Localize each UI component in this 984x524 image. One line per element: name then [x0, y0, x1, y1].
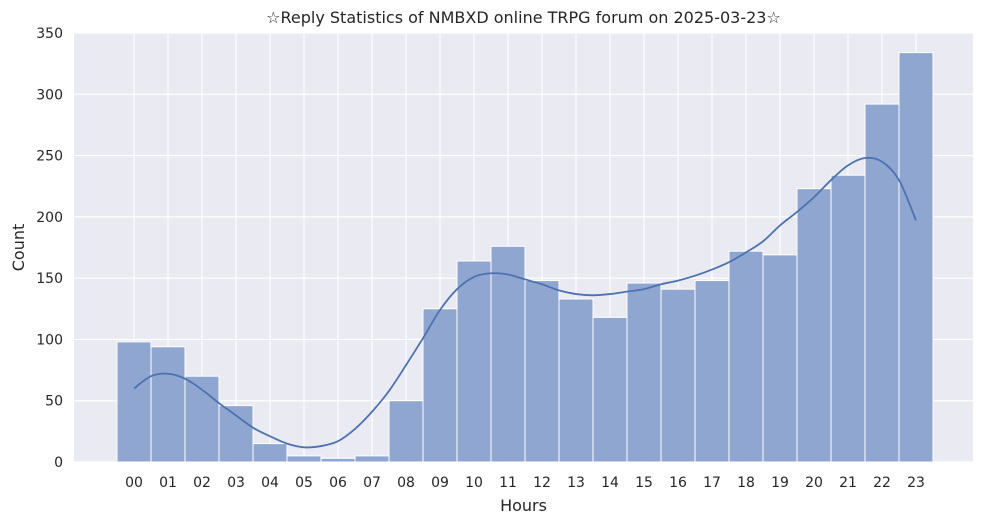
x-tick-label: 21	[839, 475, 857, 491]
x-tick-label: 09	[431, 475, 449, 491]
bar-00	[116, 341, 152, 463]
x-tick-label: 08	[397, 475, 415, 491]
x-tick-label: 14	[601, 475, 619, 491]
y-tick-label: 250	[36, 149, 63, 165]
x-tick-label: 03	[227, 475, 245, 491]
x-tick-label: 05	[295, 475, 313, 491]
bars	[116, 52, 934, 463]
y-axis-title: Count	[9, 224, 28, 272]
bar-18	[728, 250, 764, 463]
bar-21	[830, 174, 866, 463]
bar-19	[762, 254, 798, 463]
x-tick-label: 01	[159, 475, 177, 491]
x-tick-label: 22	[873, 475, 891, 491]
y-tick-label: 0	[54, 455, 63, 471]
x-tick-label: 19	[771, 475, 789, 491]
y-tick-label: 350	[36, 26, 63, 42]
x-tick-label: 10	[465, 475, 483, 491]
bar-22	[864, 103, 900, 463]
bar-07	[354, 455, 390, 463]
kde-curve	[133, 156, 917, 449]
x-tick-label: 18	[737, 475, 755, 491]
x-tick-label: 07	[363, 475, 381, 491]
y-tick-labels: 0 50 100 150 200 250 300 350	[36, 26, 63, 471]
bar-14	[592, 316, 628, 463]
x-tick-label: 20	[805, 475, 823, 491]
bar-15	[626, 282, 662, 463]
y-tick-label: 300	[36, 87, 63, 103]
y-tick-label: 150	[36, 271, 63, 287]
x-tick-label: 12	[533, 475, 551, 491]
chart-title: ☆Reply Statistics of NMBXD online TRPG f…	[266, 8, 781, 27]
bar-13	[558, 298, 594, 463]
bar-12	[524, 280, 560, 463]
x-tick-label: 04	[261, 475, 279, 491]
bar-08	[388, 400, 424, 463]
bar-05	[286, 455, 322, 463]
bar-16	[660, 288, 696, 463]
y-tick-label: 50	[45, 394, 63, 410]
x-tick-label: 13	[567, 475, 585, 491]
x-tick-label: 15	[635, 475, 653, 491]
y-tick-label: 200	[36, 210, 63, 226]
x-tick-label: 17	[703, 475, 721, 491]
bar-03	[218, 405, 254, 463]
bar-23	[898, 52, 934, 463]
bar-20	[796, 188, 832, 463]
bar-17	[694, 280, 730, 463]
y-tick-label: 100	[36, 332, 63, 348]
bar-10	[456, 260, 492, 463]
x-axis-title: Hours	[500, 496, 547, 515]
x-tick-labels: 00 01 02 03 04 05 06 07 08 09 10 11 12 13 14 15 16 17 18 19…	[125, 475, 925, 491]
bar-09	[422, 308, 458, 463]
bar-04	[252, 443, 288, 463]
x-tick-label: 06	[329, 475, 347, 491]
x-tick-label: 16	[669, 475, 687, 491]
bar-06	[320, 457, 356, 463]
x-tick-label: 00	[125, 475, 143, 491]
x-tick-label: 02	[193, 475, 211, 491]
x-tick-label: 11	[499, 475, 517, 491]
x-tick-label: 23	[907, 475, 925, 491]
bar-01	[150, 346, 186, 463]
